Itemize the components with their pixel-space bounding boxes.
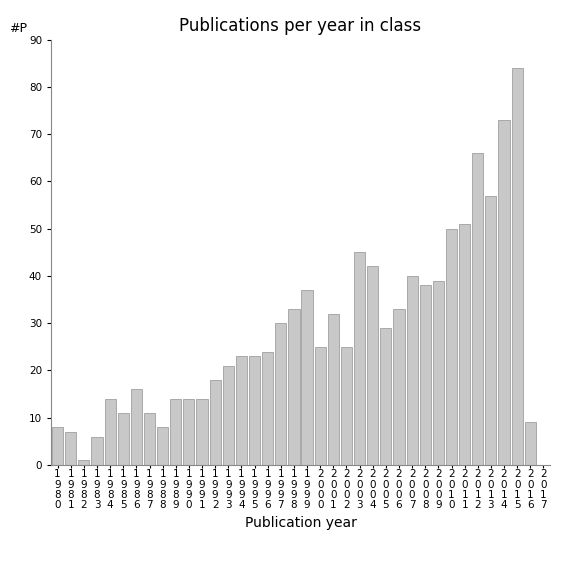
Bar [144,413,155,465]
Bar [302,290,312,465]
Bar [157,427,168,465]
Bar [393,309,405,465]
Text: #P: #P [9,23,27,35]
Bar [420,285,431,465]
Bar [196,399,208,465]
Bar [262,352,273,465]
Bar [446,229,457,465]
Title: Publications per year in class: Publications per year in class [179,18,422,35]
Bar [328,314,339,465]
Bar [289,309,299,465]
Bar [91,437,103,465]
Bar [78,460,90,465]
Bar [183,399,194,465]
X-axis label: Publication year: Publication year [244,516,357,530]
Bar [236,356,247,465]
Bar [472,153,483,465]
Bar [210,380,221,465]
Bar [485,196,497,465]
Bar [275,323,286,465]
Bar [118,413,129,465]
Bar [341,347,352,465]
Bar [223,366,234,465]
Bar [498,120,510,465]
Bar [315,347,326,465]
Bar [131,390,142,465]
Bar [104,399,116,465]
Bar [65,432,77,465]
Bar [354,252,365,465]
Bar [433,281,444,465]
Bar [367,266,378,465]
Bar [52,427,63,465]
Bar [380,328,391,465]
Bar [170,399,181,465]
Bar [459,224,470,465]
Bar [407,276,418,465]
Bar [249,356,260,465]
Bar [524,422,536,465]
Bar [511,68,523,465]
